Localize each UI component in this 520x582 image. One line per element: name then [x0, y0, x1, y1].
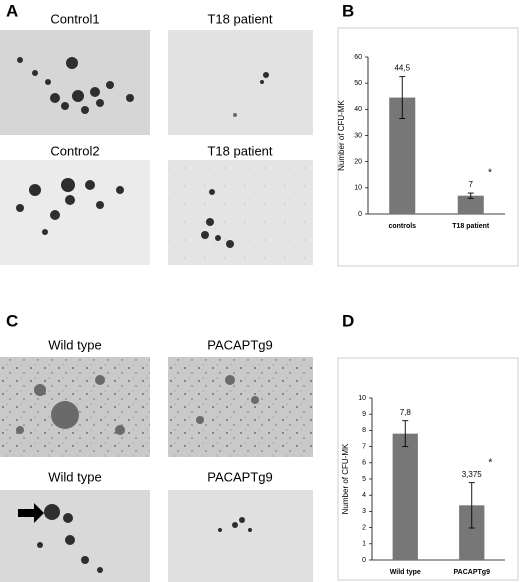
image-caption: Control2 [50, 143, 99, 158]
bar [392, 433, 418, 560]
y-axis-label: Number of CFU-MK [337, 100, 346, 171]
value-label: 7,8 [400, 408, 412, 417]
micrograph [0, 357, 150, 457]
panel-label: D [342, 311, 354, 330]
y-tick-label: 9 [362, 411, 366, 418]
micrograph [0, 490, 150, 582]
y-tick-label: 5 [362, 476, 366, 483]
micrograph [168, 30, 313, 135]
y-axis-label: Number of CFU-MK [341, 443, 350, 514]
x-tick-label: T18 patient [452, 223, 490, 230]
y-tick-label: 0 [358, 211, 362, 218]
image-caption: PACAPTg9 [207, 337, 273, 352]
y-tick-label: 8 [362, 427, 366, 434]
micrograph [0, 160, 150, 265]
micrograph [168, 490, 313, 582]
error-bar [467, 192, 474, 199]
y-tick-label: 1 [362, 541, 366, 548]
y-tick-label: 6 [362, 460, 366, 467]
annotation: * [488, 457, 492, 468]
x-tick-label: controls [388, 223, 416, 230]
image-caption: Control1 [50, 11, 99, 26]
y-tick-label: 3 [362, 508, 366, 515]
y-tick-label: 20 [354, 159, 362, 166]
image-caption: Wild type [48, 469, 101, 484]
value-label: 7 [469, 180, 474, 189]
error-bar [399, 76, 406, 119]
y-tick-label: 10 [354, 185, 362, 192]
y-tick-label: 40 [354, 106, 362, 113]
y-tick-label: 2 [362, 524, 366, 531]
x-tick-label: PACAPTg9 [454, 569, 491, 576]
error-bar [468, 482, 475, 529]
y-tick-label: 0 [362, 557, 366, 564]
value-label: 3,375 [462, 470, 483, 479]
panel-label: C [6, 311, 18, 330]
annotation: * [488, 168, 492, 179]
y-tick-label: 4 [362, 492, 366, 499]
panel-label: A [6, 1, 18, 20]
image-caption: Wild type [48, 337, 101, 352]
value-label: 44,5 [394, 64, 410, 73]
micrograph [168, 357, 313, 457]
error-bar [402, 420, 409, 448]
chart-frame [337, 27, 519, 267]
image-caption: T18 patient [207, 11, 272, 26]
x-tick-label: Wild type [390, 569, 421, 576]
image-caption: T18 patient [207, 143, 272, 158]
y-tick-label: 7 [362, 443, 366, 450]
y-tick-label: 50 [354, 80, 362, 87]
y-tick-label: 30 [354, 132, 362, 139]
image-caption: PACAPTg9 [207, 469, 273, 484]
micrograph [168, 160, 313, 265]
bar [457, 195, 484, 214]
y-tick-label: 10 [358, 395, 366, 402]
y-tick-label: 60 [354, 54, 362, 61]
micrograph [0, 30, 150, 135]
chart-frame [337, 357, 519, 581]
panel-label: B [342, 1, 354, 20]
